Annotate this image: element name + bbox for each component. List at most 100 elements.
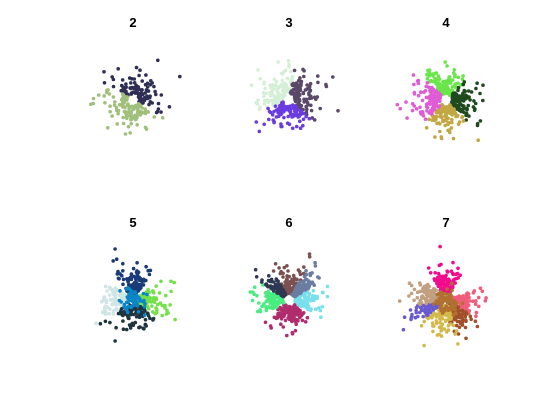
data-point bbox=[481, 99, 485, 103]
data-point bbox=[268, 110, 272, 114]
data-point bbox=[458, 102, 462, 106]
data-point bbox=[298, 112, 302, 116]
data-point bbox=[477, 296, 481, 300]
data-point bbox=[412, 83, 416, 87]
data-point bbox=[455, 316, 459, 320]
data-point bbox=[424, 117, 428, 121]
data-point bbox=[437, 105, 441, 109]
data-point bbox=[115, 289, 119, 293]
data-point bbox=[449, 322, 453, 326]
data-point bbox=[118, 289, 122, 293]
data-point bbox=[475, 81, 479, 85]
data-point bbox=[308, 86, 312, 90]
data-point bbox=[421, 99, 425, 103]
data-point bbox=[411, 109, 415, 113]
data-point bbox=[453, 332, 457, 336]
data-point bbox=[434, 118, 438, 122]
data-point bbox=[130, 91, 134, 95]
data-point bbox=[271, 113, 275, 117]
data-point bbox=[303, 294, 307, 298]
data-point bbox=[418, 106, 422, 110]
data-point bbox=[451, 96, 455, 100]
data-point bbox=[409, 318, 413, 322]
data-point bbox=[145, 293, 149, 297]
data-point bbox=[108, 321, 112, 325]
data-point bbox=[160, 304, 164, 308]
data-point bbox=[450, 282, 454, 286]
data-point bbox=[147, 307, 151, 311]
data-point bbox=[272, 294, 276, 298]
data-point bbox=[439, 113, 443, 117]
data-point bbox=[137, 326, 141, 330]
data-point bbox=[468, 98, 472, 102]
data-point bbox=[263, 99, 267, 103]
data-point bbox=[122, 122, 126, 126]
data-point bbox=[448, 78, 452, 82]
data-point bbox=[427, 118, 431, 122]
data-point bbox=[115, 303, 119, 307]
data-point bbox=[285, 334, 289, 338]
data-point bbox=[449, 106, 453, 110]
data-point bbox=[102, 70, 106, 74]
data-point bbox=[446, 123, 450, 127]
data-point bbox=[454, 272, 458, 276]
data-point bbox=[121, 283, 125, 287]
data-point bbox=[302, 281, 306, 285]
data-point bbox=[311, 294, 315, 298]
data-point bbox=[442, 86, 446, 90]
data-point bbox=[274, 262, 278, 266]
data-point bbox=[443, 82, 447, 86]
data-point bbox=[461, 74, 465, 78]
data-point bbox=[472, 105, 476, 109]
data-point bbox=[424, 302, 428, 306]
data-point bbox=[266, 99, 270, 103]
data-point bbox=[439, 290, 443, 294]
data-point bbox=[437, 284, 441, 288]
data-point bbox=[416, 296, 420, 300]
data-point bbox=[108, 293, 112, 297]
data-point bbox=[420, 324, 424, 328]
data-point bbox=[456, 267, 460, 271]
data-point bbox=[433, 279, 437, 283]
data-point bbox=[459, 98, 463, 102]
data-point bbox=[481, 83, 485, 87]
data-point bbox=[306, 287, 310, 291]
data-point bbox=[288, 281, 292, 285]
data-point bbox=[111, 259, 115, 263]
data-point bbox=[140, 88, 144, 92]
data-point bbox=[293, 107, 297, 111]
data-point bbox=[144, 73, 148, 77]
data-point bbox=[318, 107, 322, 111]
data-point bbox=[164, 294, 168, 298]
data-point bbox=[431, 80, 435, 84]
data-point bbox=[279, 111, 283, 115]
data-point bbox=[412, 73, 416, 77]
data-point bbox=[173, 318, 177, 322]
data-point bbox=[258, 106, 262, 110]
data-point bbox=[454, 115, 458, 119]
data-point bbox=[455, 329, 459, 333]
data-point bbox=[314, 264, 318, 268]
data-point bbox=[313, 261, 317, 265]
data-point bbox=[301, 319, 305, 323]
data-point bbox=[122, 327, 126, 331]
data-point bbox=[474, 299, 478, 303]
data-point bbox=[287, 275, 291, 279]
data-point bbox=[105, 289, 109, 293]
data-point bbox=[158, 291, 162, 295]
data-point bbox=[136, 112, 140, 116]
data-point bbox=[434, 82, 438, 86]
data-point bbox=[457, 332, 461, 336]
data-point bbox=[276, 101, 280, 105]
data-point bbox=[426, 313, 430, 317]
data-point bbox=[476, 124, 480, 128]
points-layer bbox=[94, 247, 177, 343]
data-point bbox=[105, 89, 109, 93]
data-point bbox=[264, 321, 268, 325]
data-point bbox=[144, 265, 148, 269]
data-point bbox=[154, 297, 158, 301]
data-point bbox=[474, 87, 478, 91]
data-point bbox=[458, 94, 462, 98]
data-point bbox=[277, 266, 281, 270]
data-point bbox=[277, 115, 281, 119]
